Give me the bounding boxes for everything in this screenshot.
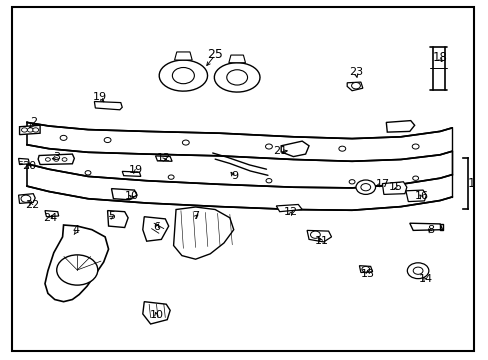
Text: 10: 10 xyxy=(149,310,163,320)
Polygon shape xyxy=(276,204,302,212)
Text: 17: 17 xyxy=(375,179,388,189)
Polygon shape xyxy=(111,189,137,200)
Circle shape xyxy=(226,70,247,85)
Polygon shape xyxy=(346,82,362,91)
Polygon shape xyxy=(359,266,372,273)
Polygon shape xyxy=(20,125,40,135)
Circle shape xyxy=(361,266,369,272)
Polygon shape xyxy=(174,52,192,60)
Circle shape xyxy=(172,67,194,84)
Text: 10: 10 xyxy=(125,191,139,201)
Polygon shape xyxy=(228,55,245,63)
Circle shape xyxy=(412,176,418,180)
Text: 15: 15 xyxy=(388,182,402,192)
Text: 21: 21 xyxy=(272,146,286,156)
Polygon shape xyxy=(19,158,29,165)
Polygon shape xyxy=(27,164,451,210)
Polygon shape xyxy=(306,230,331,242)
Polygon shape xyxy=(173,207,233,259)
Polygon shape xyxy=(409,223,442,230)
Circle shape xyxy=(21,128,27,132)
Circle shape xyxy=(412,267,422,274)
Polygon shape xyxy=(107,211,128,228)
Polygon shape xyxy=(155,156,172,161)
Text: 12: 12 xyxy=(157,153,170,163)
Text: 11: 11 xyxy=(314,236,328,246)
Circle shape xyxy=(104,138,111,143)
Circle shape xyxy=(348,180,354,184)
Polygon shape xyxy=(142,302,170,324)
Text: 25: 25 xyxy=(207,48,223,60)
Polygon shape xyxy=(94,102,122,110)
Text: 13: 13 xyxy=(360,269,374,279)
Circle shape xyxy=(57,255,98,285)
Text: 9: 9 xyxy=(231,171,238,181)
Polygon shape xyxy=(45,225,108,302)
Circle shape xyxy=(182,140,189,145)
Circle shape xyxy=(265,179,271,183)
Circle shape xyxy=(45,158,50,161)
Polygon shape xyxy=(19,194,35,203)
Circle shape xyxy=(411,144,418,149)
Text: 4: 4 xyxy=(72,225,79,235)
Circle shape xyxy=(338,146,345,151)
Text: 18: 18 xyxy=(432,51,447,64)
Text: 20: 20 xyxy=(22,161,36,171)
Circle shape xyxy=(355,180,375,194)
Circle shape xyxy=(27,128,33,132)
Circle shape xyxy=(265,144,272,149)
Polygon shape xyxy=(382,182,406,194)
Text: 19: 19 xyxy=(93,92,107,102)
Polygon shape xyxy=(27,122,451,161)
Circle shape xyxy=(60,135,67,140)
Polygon shape xyxy=(281,141,308,157)
Text: 7: 7 xyxy=(192,211,199,221)
Circle shape xyxy=(351,82,360,89)
Text: 6: 6 xyxy=(153,222,160,232)
Text: 12: 12 xyxy=(284,207,297,217)
Text: 23: 23 xyxy=(348,67,362,77)
Circle shape xyxy=(360,184,370,191)
Text: 16: 16 xyxy=(414,191,427,201)
Polygon shape xyxy=(214,63,260,92)
Polygon shape xyxy=(122,171,141,176)
Circle shape xyxy=(54,158,59,161)
Text: 24: 24 xyxy=(43,213,58,223)
Text: 3: 3 xyxy=(53,152,60,162)
Circle shape xyxy=(407,263,428,279)
Text: 8: 8 xyxy=(426,225,433,235)
Polygon shape xyxy=(45,211,59,217)
Circle shape xyxy=(62,158,67,161)
Circle shape xyxy=(310,231,320,238)
Polygon shape xyxy=(38,154,74,165)
Text: 5: 5 xyxy=(108,211,115,221)
Polygon shape xyxy=(159,60,207,91)
Circle shape xyxy=(21,195,31,202)
Text: 19: 19 xyxy=(129,165,142,175)
Circle shape xyxy=(33,128,39,132)
Text: 1: 1 xyxy=(467,177,475,190)
Text: 14: 14 xyxy=(418,274,431,284)
Polygon shape xyxy=(386,121,414,132)
Circle shape xyxy=(85,171,91,175)
Circle shape xyxy=(168,175,174,179)
Text: 22: 22 xyxy=(24,200,39,210)
Polygon shape xyxy=(142,217,168,241)
Polygon shape xyxy=(405,190,426,202)
Text: 2: 2 xyxy=(30,117,37,127)
